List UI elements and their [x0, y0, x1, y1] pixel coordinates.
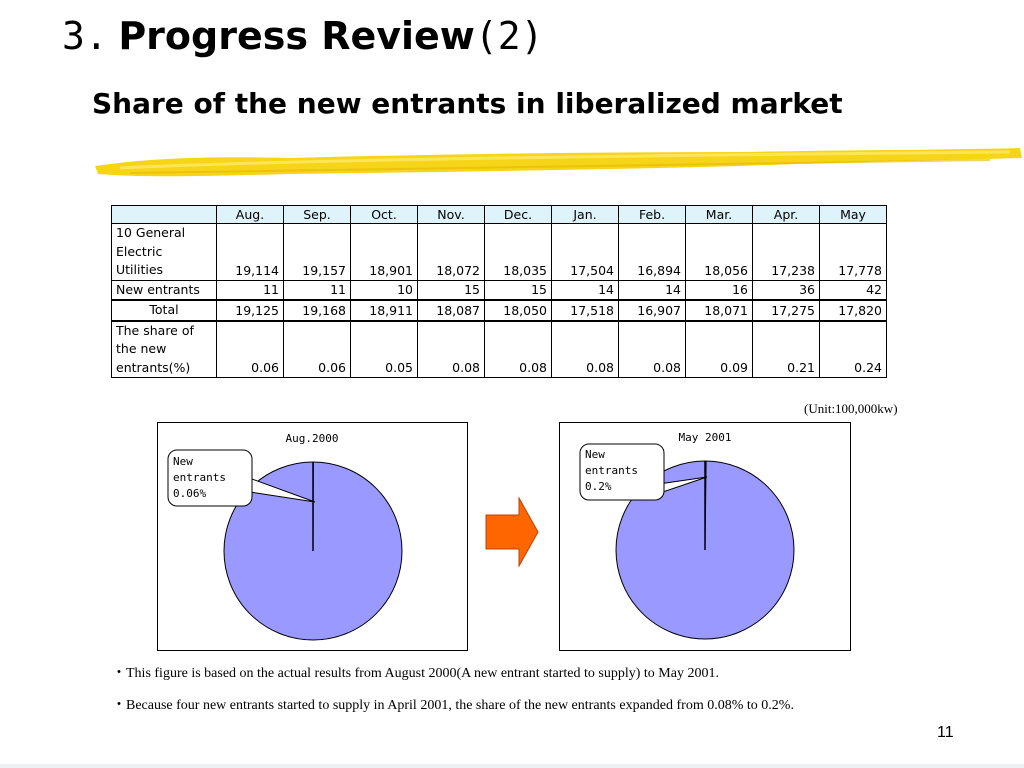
table-cell: 11 [216, 279, 284, 301]
callout-line: New [173, 455, 193, 468]
table-cell: 17,518 [551, 299, 619, 322]
table-cell: 19,114 [216, 223, 284, 281]
note-1: ・This figure is based on the actual resu… [112, 666, 719, 681]
table-header-row: Aug. Sep. Oct. Nov. Dec. Jan. Feb. Mar. … [111, 205, 887, 224]
column-header: Mar. [685, 205, 753, 224]
table-row: Total 19,125 19,168 18,911 18,087 18,050… [111, 299, 887, 322]
column-header: Nov. [417, 205, 485, 224]
table-cell: 19,125 [216, 299, 284, 322]
column-header: Jan. [551, 205, 619, 224]
table-cell: 19,157 [283, 223, 351, 281]
row-label: New entrants [111, 279, 217, 301]
table-cell: 17,238 [752, 223, 820, 281]
callout-text: New entrants 0.2% [585, 448, 645, 493]
column-header: May [819, 205, 887, 224]
callout-box [579, 443, 665, 501]
table-cell: 11 [283, 279, 351, 301]
table-cell: 16 [685, 279, 753, 301]
pie-chart-aug-2000: Aug.2000 New entrants 0.06% [157, 422, 468, 651]
column-header: Apr. [752, 205, 820, 224]
table-cell: 17,778 [819, 223, 887, 281]
callout-box [167, 449, 253, 507]
table-cell: 14 [551, 279, 619, 301]
table-cell: 0.08 [618, 320, 686, 378]
callout-line: New [585, 448, 605, 461]
table-row: New entrants 11 11 10 15 15 14 14 16 36 … [111, 279, 887, 301]
note-2: ・Because four new entrants started to su… [112, 698, 794, 713]
table-cell: 0.08 [551, 320, 619, 378]
pie-slices [223, 461, 403, 641]
table-cell: 16,894 [618, 223, 686, 281]
callout-line: 0.06% [173, 487, 206, 500]
table-cell: 0.05 [350, 320, 418, 378]
page-number: 11 [937, 724, 954, 741]
unit-label: (Unit:100,000kw) [804, 401, 898, 416]
row-label: Total [111, 299, 217, 322]
title-text: Progress Review [118, 14, 475, 58]
slide-title: 3. Progress Review(2) [62, 14, 544, 59]
table-cell: 18,035 [484, 223, 552, 281]
highlighter-stroke [95, 148, 1022, 177]
table-cell: 18,050 [484, 299, 552, 322]
slide-subtitle: Share of the new entrants in liberalized… [92, 87, 843, 120]
row-label: 10 General Electric Utilities [111, 223, 217, 281]
table-cell: 18,056 [685, 223, 753, 281]
table-cell: 17,275 [752, 299, 820, 322]
bottom-divider [0, 764, 1024, 768]
table-cell: 18,072 [417, 223, 485, 281]
right-arrow-icon [485, 497, 539, 567]
table-cell: 0.09 [685, 320, 753, 378]
row-label: The share of the new entrants(%) [111, 320, 217, 378]
table-cell: 0.08 [484, 320, 552, 378]
column-header: Feb. [618, 205, 686, 224]
section-number: 3. [62, 14, 108, 58]
table-cell: 17,504 [551, 223, 619, 281]
table-cell: 18,071 [685, 299, 753, 322]
table-cell: 0.21 [752, 320, 820, 378]
table-cell: 0.24 [819, 320, 887, 378]
table-row: 10 General Electric Utilities 19,114 19,… [111, 223, 887, 281]
callout-line: 0.2% [585, 480, 612, 493]
table-cell: 42 [819, 279, 887, 301]
table-cell: 0.08 [417, 320, 485, 378]
table-cell: 10 [350, 279, 418, 301]
table-cell: 18,911 [350, 299, 418, 322]
title-suffix: (2) [474, 14, 544, 58]
table-cell: 0.06 [216, 320, 284, 378]
table-cell: 16,907 [618, 299, 686, 322]
table-cell: 14 [618, 279, 686, 301]
pie-chart-may-2001: May 2001 New entrants 0.2% [559, 422, 851, 651]
table-corner-cell [111, 205, 217, 224]
table-cell: 17,820 [819, 299, 887, 322]
table-row: The share of the new entrants(%) 0.06 0.… [111, 320, 887, 378]
table-cell: 15 [417, 279, 485, 301]
column-header: Dec. [484, 205, 552, 224]
callout-line: entrants [585, 464, 638, 477]
pie-slice-new-entrants [704, 461, 707, 551]
table-cell: 18,087 [417, 299, 485, 322]
column-header: Sep. [283, 205, 351, 224]
data-table: Aug. Sep. Oct. Nov. Dec. Jan. Feb. Mar. … [111, 205, 887, 378]
pie-slices [615, 460, 795, 640]
table-cell: 19,168 [283, 299, 351, 322]
callout-text: New entrants 0.06% [173, 455, 233, 500]
column-header: Oct. [350, 205, 418, 224]
table-cell: 18,901 [350, 223, 418, 281]
table-cell: 15 [484, 279, 552, 301]
table-cell: 36 [752, 279, 820, 301]
column-header: Aug. [216, 205, 284, 224]
chart-title: May 2001 [679, 431, 732, 444]
callout-line: entrants [173, 471, 226, 484]
table-cell: 0.06 [283, 320, 351, 378]
chart-title: Aug.2000 [286, 432, 339, 445]
